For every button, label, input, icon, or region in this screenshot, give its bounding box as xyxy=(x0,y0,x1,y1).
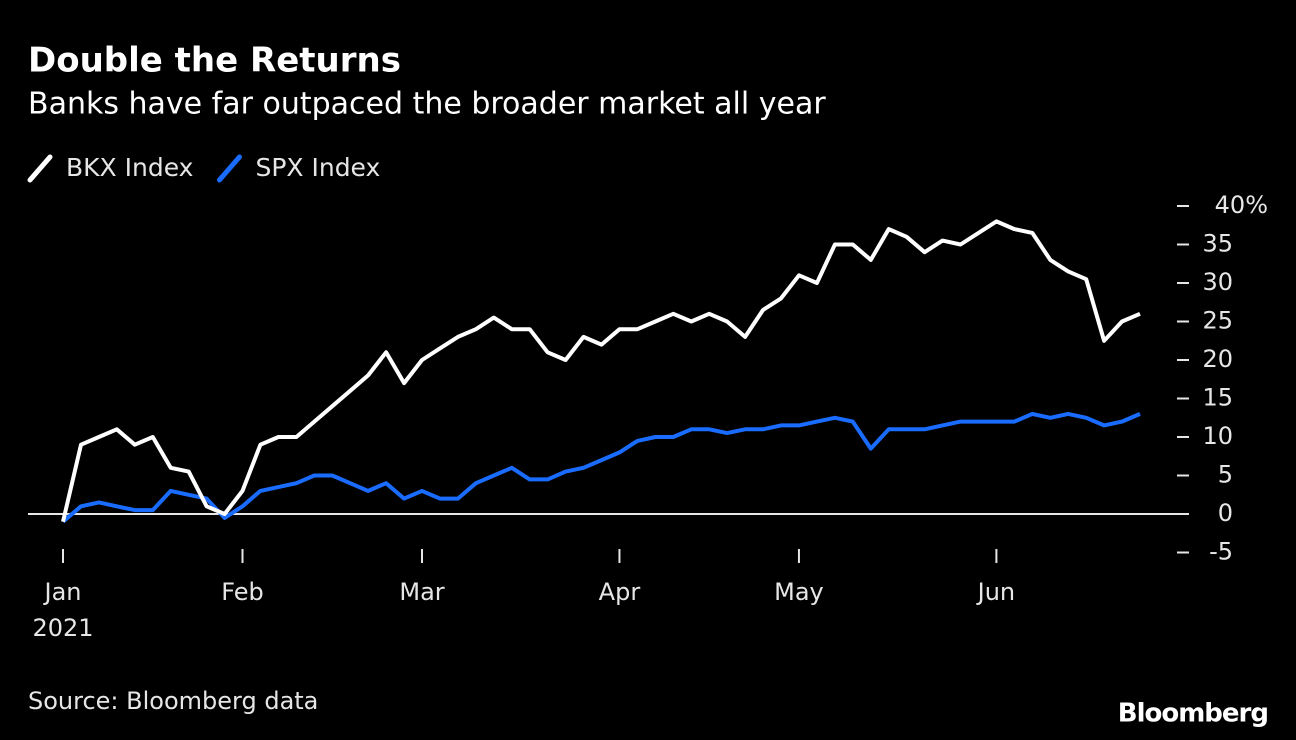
source: Source: Bloomberg data xyxy=(28,687,318,715)
y-tick-label: 20 xyxy=(1202,345,1233,373)
series-line xyxy=(61,411,1141,524)
y-tick-label: 0 xyxy=(1218,499,1233,527)
x-tick-label: Jan xyxy=(43,578,82,606)
legend-label: SPX Index xyxy=(255,153,380,182)
series-line xyxy=(61,219,1141,523)
legend-swatch xyxy=(216,154,242,183)
x-tick-label: May xyxy=(774,578,824,606)
chart-title: Double the Returns xyxy=(28,41,401,81)
y-tick-label: 35 xyxy=(1202,230,1233,258)
chart-subtitle: Banks have far outpaced the broader mark… xyxy=(28,87,826,122)
x-tick-label: Mar xyxy=(399,578,444,606)
legend-label: BKX Index xyxy=(66,153,193,182)
y-tick-label: 15 xyxy=(1202,384,1233,412)
x-tick-label: Apr xyxy=(599,578,641,606)
y-tick-label: 40% xyxy=(1215,191,1268,219)
y-tick-label: -5 xyxy=(1209,538,1233,566)
y-tick-label: 30 xyxy=(1202,268,1233,296)
y-tick-label: 5 xyxy=(1218,461,1233,489)
x-tick-label: Feb xyxy=(221,578,264,606)
y-tick-label: 25 xyxy=(1202,307,1233,335)
brand: Bloomberg xyxy=(1118,699,1268,729)
legend-swatch xyxy=(27,154,53,183)
x-tick-label: Jun xyxy=(976,578,1016,606)
y-tick-label: 10 xyxy=(1202,422,1233,450)
x-year-label: 2021 xyxy=(32,614,93,642)
